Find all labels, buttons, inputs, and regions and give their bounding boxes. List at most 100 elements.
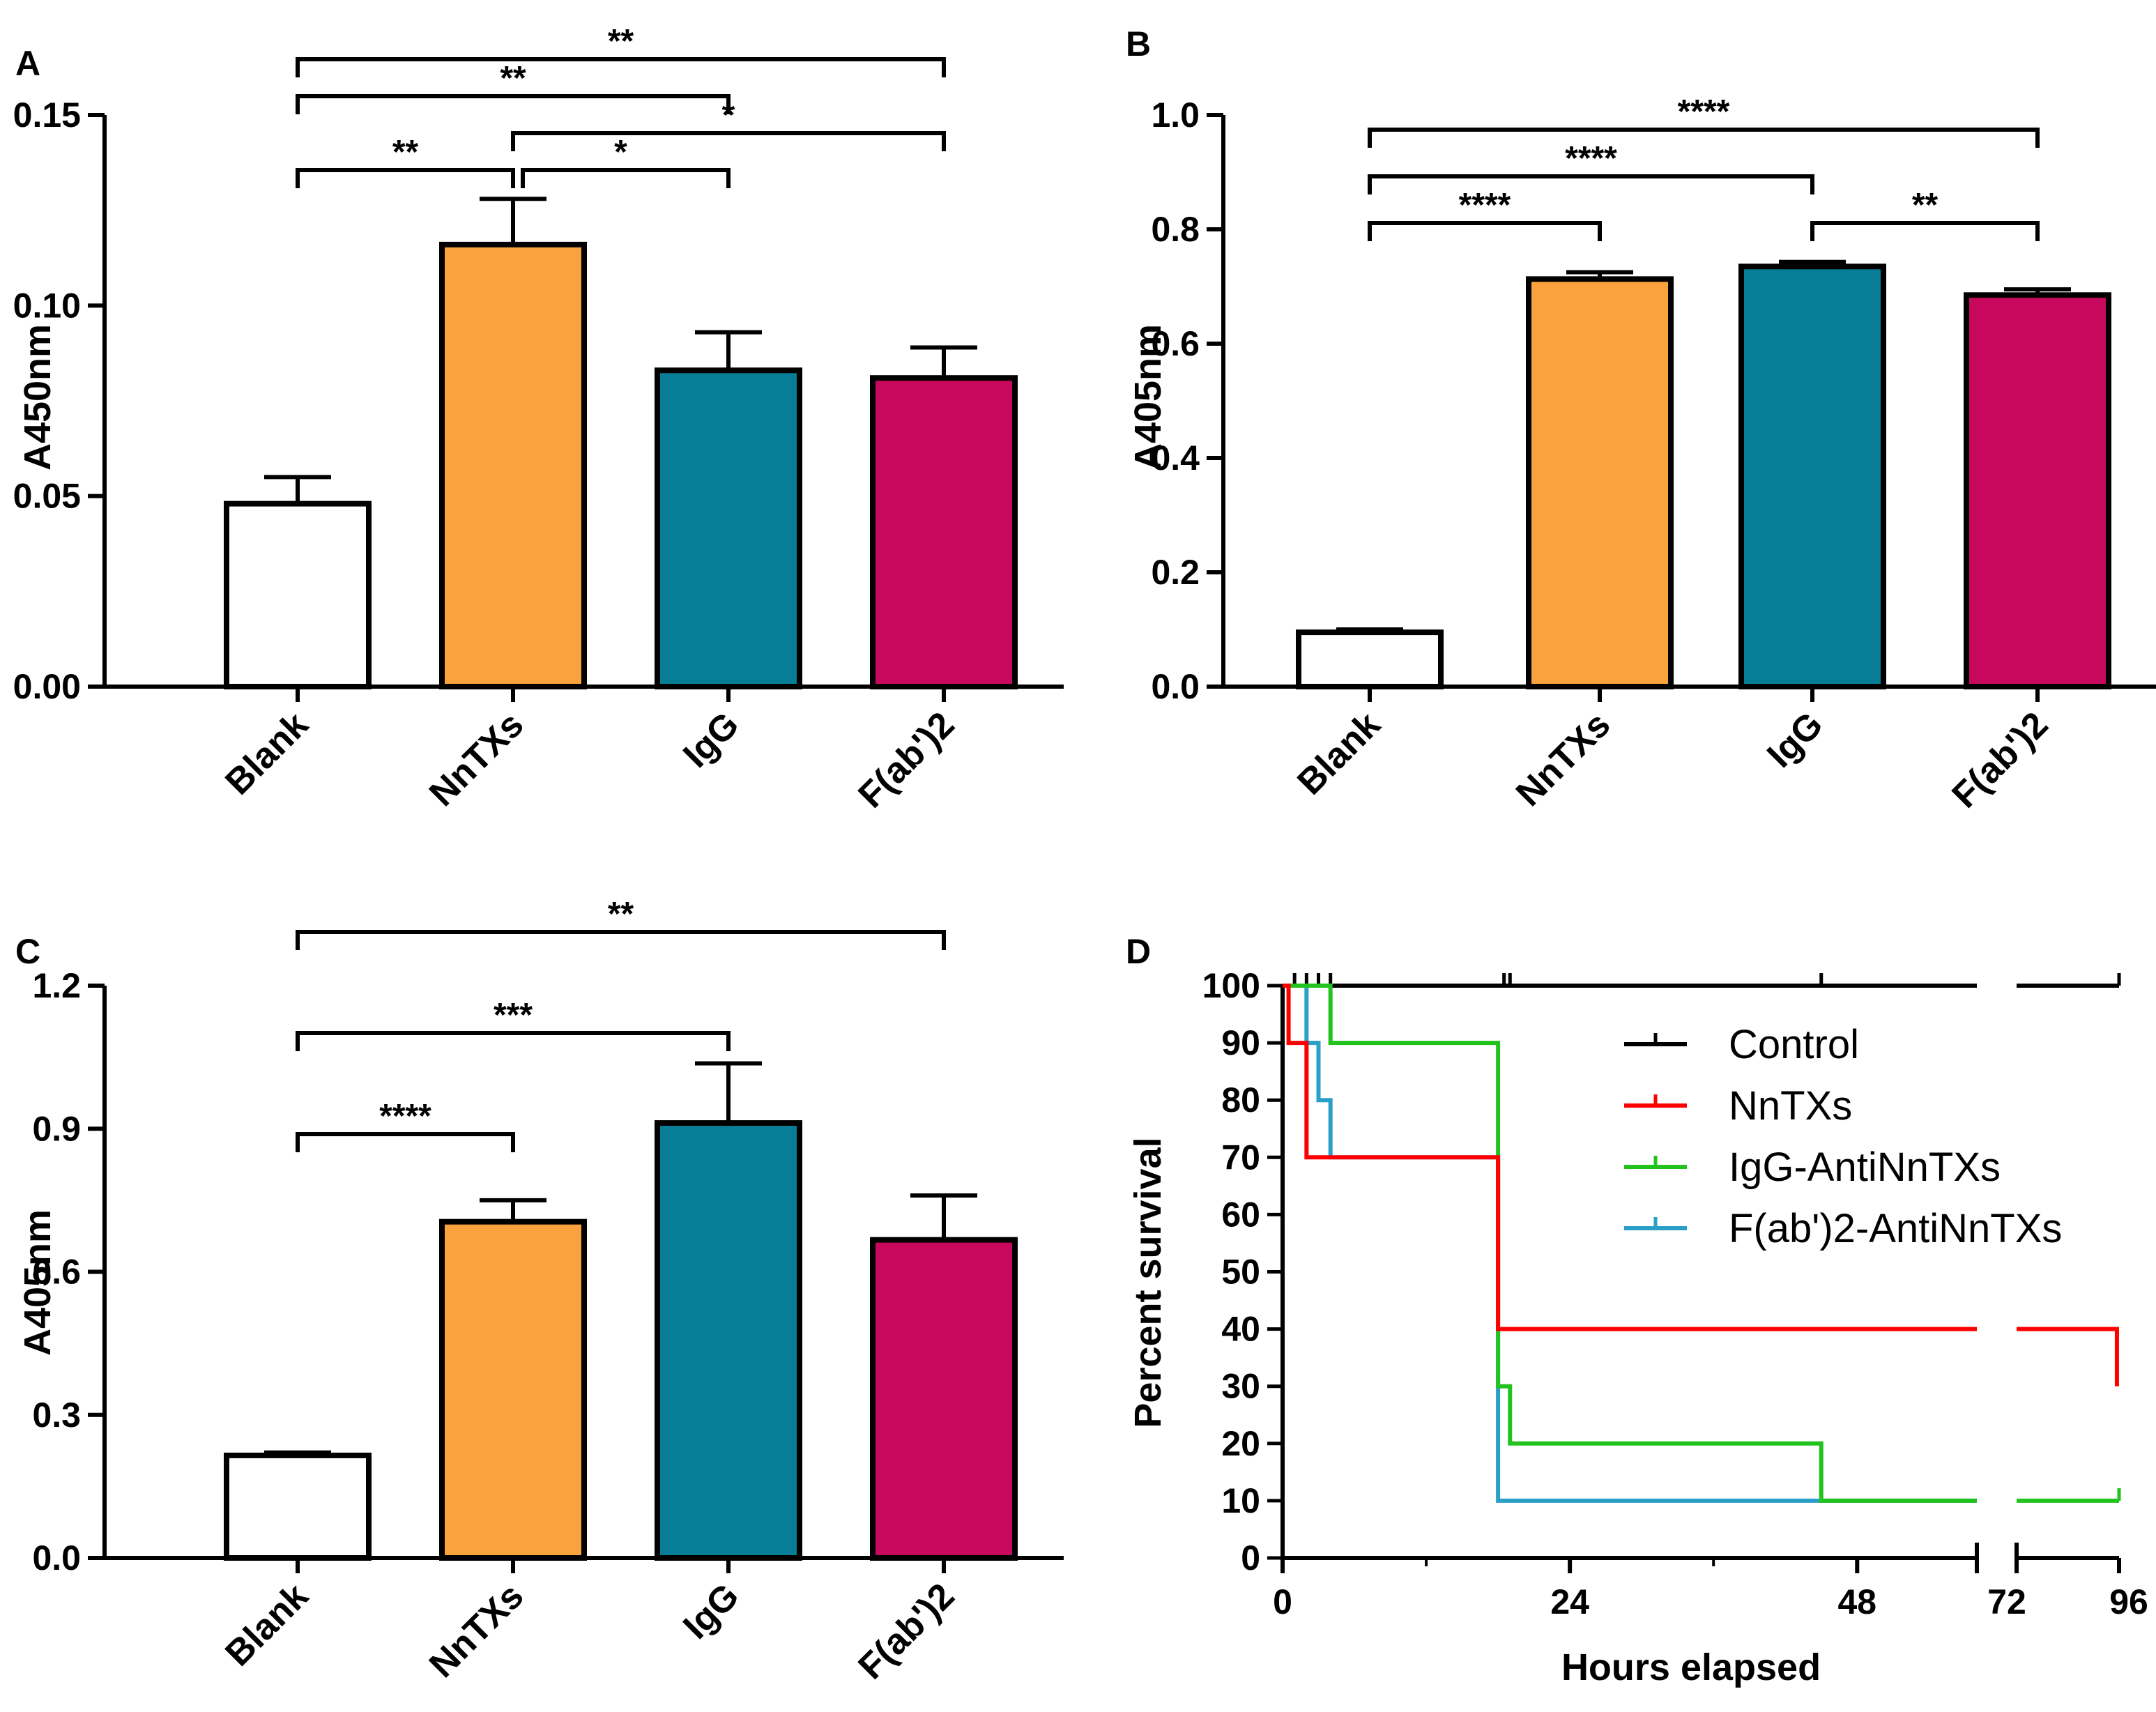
panel-b-bar-chart: 0.0 0.2 0.4 0.6 0.8 1.0 Blank NnTXs IgG F(ab')2 **… <box>1151 93 2156 816</box>
series-nntxs-line <box>1283 984 1977 1331</box>
panel-c-y-tick-label: 0.0 <box>32 1538 81 1577</box>
series-nntxs-line-after-break <box>2017 1327 2119 1386</box>
panel-a-category-label: Blank <box>217 704 316 802</box>
panel-a-category-label: F(ab')2 <box>850 704 962 816</box>
panel-b-y-tick-label: 0.4 <box>1151 438 1200 477</box>
panel-a-bar-3 <box>870 375 1018 689</box>
panel-b-y-tick-label: 0.8 <box>1151 210 1200 249</box>
panel-a-y-tick-label: 0.15 <box>13 95 81 135</box>
panel-b-significance-label: **** <box>1459 187 1511 224</box>
panel-letter-b: B <box>1126 24 1151 63</box>
panel-b-y-tick-label: 0.2 <box>1151 553 1200 592</box>
panel-c-bar-3 <box>870 1237 1018 1561</box>
panel-c-significance-label: *** <box>494 997 533 1034</box>
panel-c-category-label: F(ab')2 <box>850 1575 962 1687</box>
panel-c-ylabel: A405nm <box>17 1209 59 1356</box>
panel-b-bar-1 <box>1526 276 1674 689</box>
panel-a-significance-label: * <box>614 134 627 171</box>
panel-d-y-tick-label: 50 <box>1221 1253 1260 1292</box>
panel-d-y-tick-label: 100 <box>1202 966 1260 1005</box>
legend-label-f-ab-2-antinntxs: F(ab')2-AntiNnTXs <box>1729 1206 2062 1251</box>
panel-d-y-tick-label: 10 <box>1221 1481 1260 1520</box>
panel-d-x-tick-label: 72 <box>1987 1582 2026 1621</box>
panel-d-y-tick-label: 70 <box>1221 1138 1260 1177</box>
panel-b-category-label: NnTXs <box>1508 704 1618 813</box>
panel-b-category-label: F(ab')2 <box>1944 704 2056 816</box>
panel-c-bar-2 <box>655 1120 802 1561</box>
panel-letter-c: C <box>15 932 40 971</box>
panel-a-significance-bracket <box>511 131 946 151</box>
series-igg-antinntxs-line <box>1283 984 1977 1503</box>
panel-b-bar-2 <box>1738 263 1886 689</box>
panel-b-y-tick-label: 0.6 <box>1151 324 1200 363</box>
panel-d-y-tick-label: 30 <box>1221 1367 1260 1406</box>
panel-c-category-label: IgG <box>675 1575 747 1646</box>
panel-d-y-tick-label: 90 <box>1221 1023 1260 1062</box>
panel-d-y-tick-label: 20 <box>1221 1424 1260 1463</box>
legend-label-igg-antinntxs: IgG-AntiNnTXs <box>1729 1145 2001 1190</box>
panel-d-y-tick-label: 80 <box>1221 1080 1260 1119</box>
panel-letter-a: A <box>15 44 40 83</box>
panel-c-significance-bracket <box>296 1132 515 1152</box>
panel-a-y-tick-label: 0.10 <box>13 286 81 325</box>
legend-label-control: Control <box>1729 1022 1859 1067</box>
panel-a-significance-label: ** <box>608 23 634 60</box>
panel-a-significance-bracket <box>296 94 731 114</box>
panel-d-x-tick-label: 24 <box>1550 1582 1589 1621</box>
panel-d-y-tick-label: 40 <box>1221 1310 1260 1349</box>
panel-a-category-label: IgG <box>675 704 747 775</box>
legend-label-nntxs: NnTXs <box>1729 1083 1852 1129</box>
panel-a-y-tick-label: 0.00 <box>13 667 81 706</box>
panel-a-significance-label: ** <box>392 134 419 171</box>
panel-a-significance-label: ** <box>500 60 526 97</box>
panel-a-y-tick-label: 0.05 <box>13 477 81 516</box>
panel-a-ylabel: A450nm <box>17 324 59 471</box>
panel-d-xlabel: Hours elapsed <box>1561 1646 1821 1688</box>
panel-b-significance-bracket <box>1810 221 2040 241</box>
panel-b-category-label: IgG <box>1759 704 1830 775</box>
panel-c-bar-0 <box>224 1452 372 1561</box>
panel-a-significance-bracket <box>296 57 946 77</box>
panel-d-y-tick-label: 0 <box>1241 1538 1260 1577</box>
panel-b-significance-label: **** <box>1678 93 1730 130</box>
panel-c-y-tick-label: 0.3 <box>32 1396 81 1435</box>
panel-b-y-tick-label: 1.0 <box>1151 95 1200 135</box>
panel-c-y-tick-label: 1.2 <box>32 966 81 1005</box>
panel-a-bar-0 <box>224 500 372 689</box>
panel-d-x-tick-label: 96 <box>2109 1582 2148 1621</box>
panel-b-significance-bracket <box>1368 221 1602 241</box>
panel-a-bar-1 <box>439 241 587 690</box>
panel-c-significance-label: ** <box>608 896 634 933</box>
panel-b-category-label: Blank <box>1290 704 1388 802</box>
panel-a-bar-2 <box>655 367 802 689</box>
panel-c-category-label: Blank <box>217 1575 316 1674</box>
panel-b-ylabel: A405nm <box>1127 324 1169 471</box>
panel-c-significance-bracket <box>296 1031 731 1051</box>
panel-b-significance-bracket <box>1368 128 2040 148</box>
panel-d-x-tick-label: 0 <box>1273 1582 1292 1621</box>
panel-c-significance-label: **** <box>379 1098 431 1135</box>
panel-b-y-tick-label: 0.0 <box>1151 667 1200 706</box>
panel-b-significance-label: **** <box>1565 140 1617 177</box>
panel-b-significance-label: ** <box>1912 187 1939 224</box>
panel-d-x-tick-label: 48 <box>1837 1582 1876 1621</box>
panel-a-significance-bracket <box>521 168 731 188</box>
panel-c-bar-1 <box>439 1218 587 1561</box>
panel-c-y-tick-label: 0.6 <box>32 1253 81 1292</box>
panel-b-bar-0 <box>1296 629 1444 689</box>
panel-c-y-tick-label: 0.9 <box>32 1109 81 1148</box>
panel-a-category-label: NnTXs <box>422 704 531 813</box>
panel-d-y-tick-label: 60 <box>1221 1195 1260 1234</box>
panel-b-significance-bracket <box>1368 174 1814 194</box>
panel-b-bar-3 <box>1964 292 2111 689</box>
panel-letter-d: D <box>1126 932 1151 971</box>
panel-d-ylabel: Percent survival <box>1127 1137 1169 1428</box>
panel-c-significance-bracket <box>296 930 946 950</box>
panel-c-category-label: NnTXs <box>422 1575 531 1685</box>
panel-d-survival-chart: 0 10 20 30 40 50 60 70 80 90 100 0 24 48 72 96 Control Nn… <box>1202 966 2148 1621</box>
panel-a-significance-bracket <box>296 168 515 188</box>
panel-a-significance-label: * <box>722 97 735 134</box>
